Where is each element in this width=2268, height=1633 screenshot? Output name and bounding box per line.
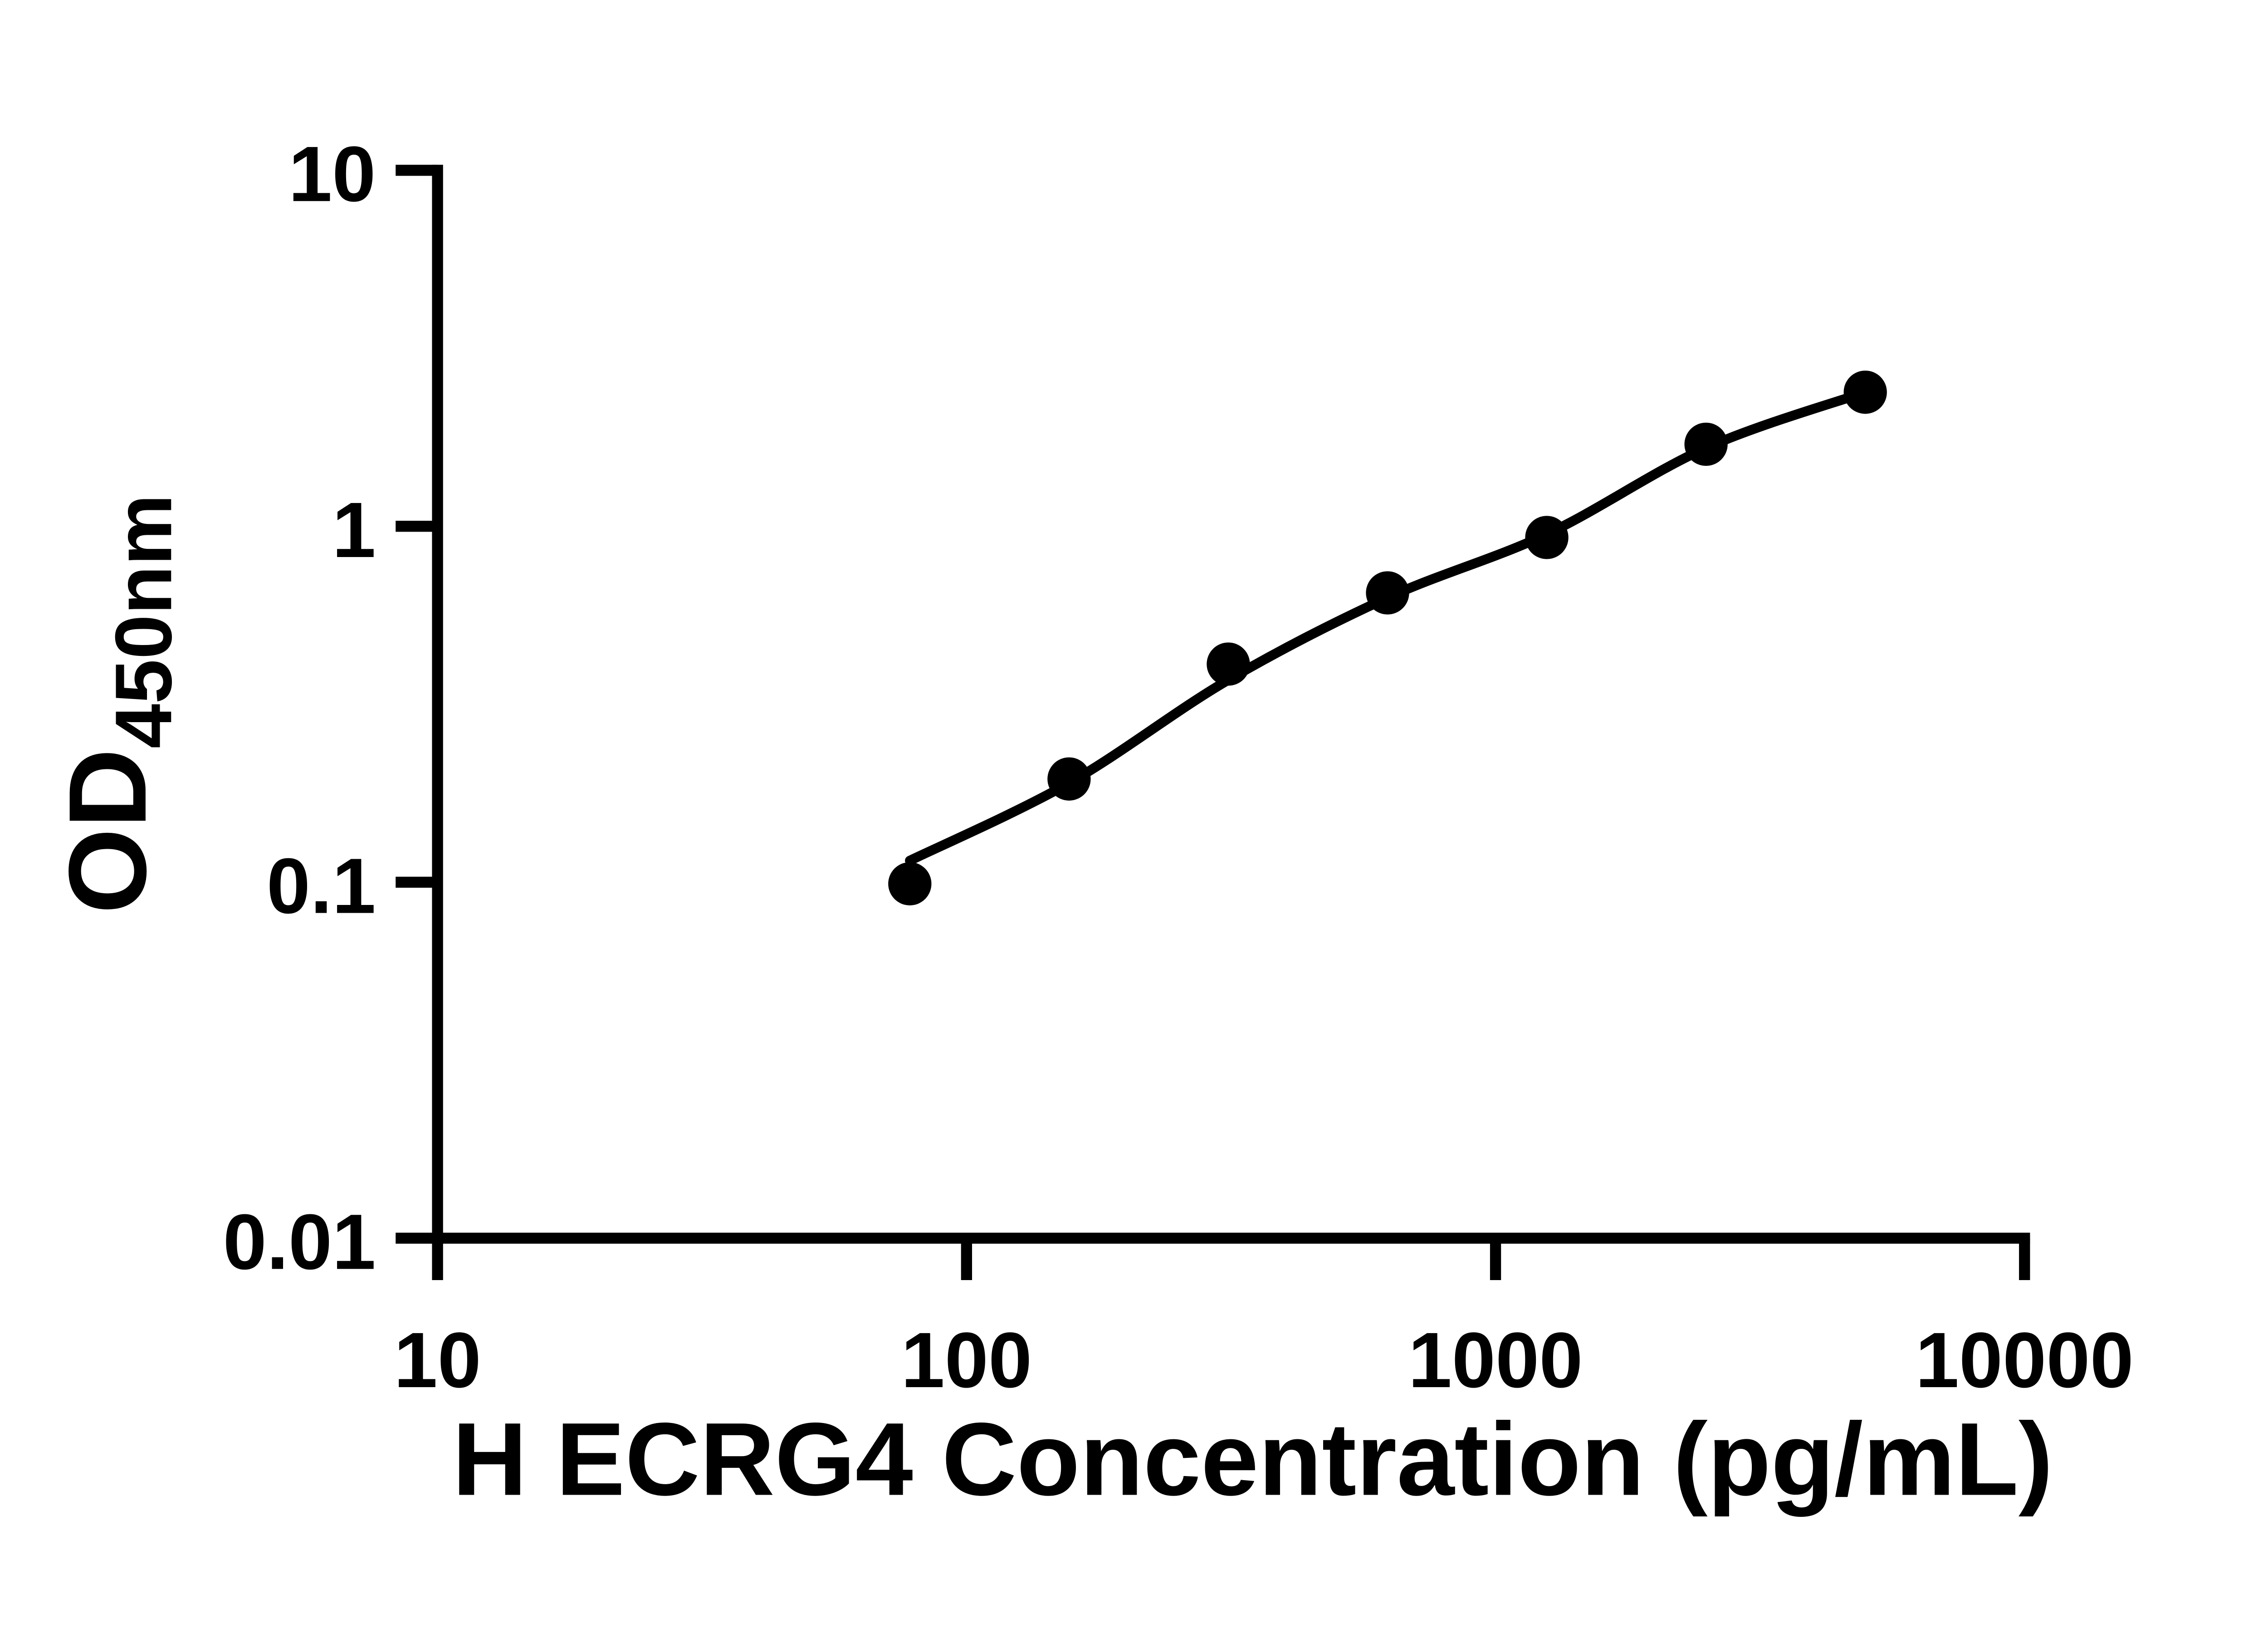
x-tick-label: 100 <box>901 1316 1032 1404</box>
axis-ticks <box>396 165 2030 1280</box>
x-tick-label: 10000 <box>1916 1316 2134 1404</box>
axis-tick-labels: 10 100 1000 10000 0.01 0.1 1 10 <box>223 130 2134 1404</box>
y-tick-label: 1 <box>332 486 376 574</box>
y-tick-label: 0.01 <box>223 1198 376 1286</box>
axes <box>432 165 2030 1244</box>
data-point <box>1843 371 1887 414</box>
y-axis-title-subscript: 450nm <box>98 494 188 748</box>
data-point <box>1207 642 1250 686</box>
data-points <box>888 371 1887 905</box>
data-point <box>1366 571 1409 615</box>
x-tick-label: 10 <box>394 1316 481 1404</box>
x-axis-title: H ECRG4 Concentration (pg/mL) <box>452 1402 2053 1517</box>
y-axis-title: OD450nm <box>46 494 188 914</box>
y-axis-title-main: OD <box>46 748 169 914</box>
data-point <box>1047 757 1091 801</box>
data-point <box>888 862 932 905</box>
x-tick-label: 1000 <box>1408 1316 1583 1404</box>
data-point <box>1684 422 1728 466</box>
y-tick-label: 0.1 <box>267 842 376 930</box>
data-point <box>1525 516 1569 559</box>
y-tick-label: 10 <box>288 130 376 218</box>
